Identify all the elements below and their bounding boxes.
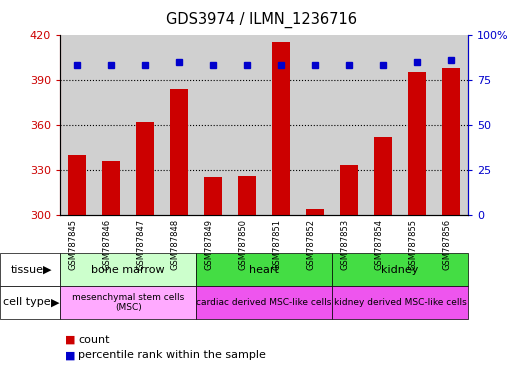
Text: ■: ■ [65, 350, 76, 360]
Bar [102, 161, 120, 215]
Text: GDS3974 / ILMN_1236716: GDS3974 / ILMN_1236716 [166, 12, 357, 28]
Text: ▶: ▶ [43, 265, 52, 275]
Text: GSM787846: GSM787846 [102, 219, 111, 270]
Bar [434, 35, 468, 215]
Bar [408, 72, 426, 215]
Bar [400, 35, 434, 215]
Bar [272, 42, 290, 215]
Bar [170, 89, 188, 215]
Text: bone marrow: bone marrow [92, 265, 165, 275]
Bar [374, 137, 392, 215]
Text: cardiac derived MSC-like cells: cardiac derived MSC-like cells [197, 298, 332, 307]
Bar [332, 35, 366, 215]
Bar [366, 35, 400, 215]
Text: cell type: cell type [3, 297, 51, 308]
Text: GSM787848: GSM787848 [170, 219, 179, 270]
Text: mesenchymal stem cells
(MSC): mesenchymal stem cells (MSC) [72, 293, 184, 312]
Text: ▶: ▶ [51, 297, 59, 308]
Bar [68, 155, 86, 215]
Text: GSM787855: GSM787855 [408, 219, 417, 270]
Text: count: count [78, 335, 110, 345]
Text: GSM787849: GSM787849 [204, 219, 213, 270]
Bar [60, 35, 94, 215]
Bar [306, 209, 324, 215]
Text: ■: ■ [65, 335, 76, 345]
Bar [196, 35, 230, 215]
Bar [230, 35, 264, 215]
Bar [136, 122, 154, 215]
Bar [442, 68, 460, 215]
Bar [238, 176, 256, 215]
Bar [264, 35, 298, 215]
Text: GSM787856: GSM787856 [442, 219, 451, 270]
Text: GSM787845: GSM787845 [68, 219, 77, 270]
Text: heart: heart [249, 265, 279, 275]
Bar [128, 35, 162, 215]
Text: GSM787853: GSM787853 [340, 219, 349, 270]
Text: GSM787850: GSM787850 [238, 219, 247, 270]
Text: kidney: kidney [381, 265, 419, 275]
Text: GSM787852: GSM787852 [306, 219, 315, 270]
Bar [340, 166, 358, 215]
Text: tissue: tissue [11, 265, 44, 275]
Text: GSM787847: GSM787847 [136, 219, 145, 270]
Bar [162, 35, 196, 215]
Text: percentile rank within the sample: percentile rank within the sample [78, 350, 266, 360]
Bar [298, 35, 332, 215]
Bar [94, 35, 128, 215]
Text: GSM787851: GSM787851 [272, 219, 281, 270]
Text: kidney derived MSC-like cells: kidney derived MSC-like cells [334, 298, 467, 307]
Bar [204, 177, 222, 215]
Text: GSM787854: GSM787854 [374, 219, 383, 270]
